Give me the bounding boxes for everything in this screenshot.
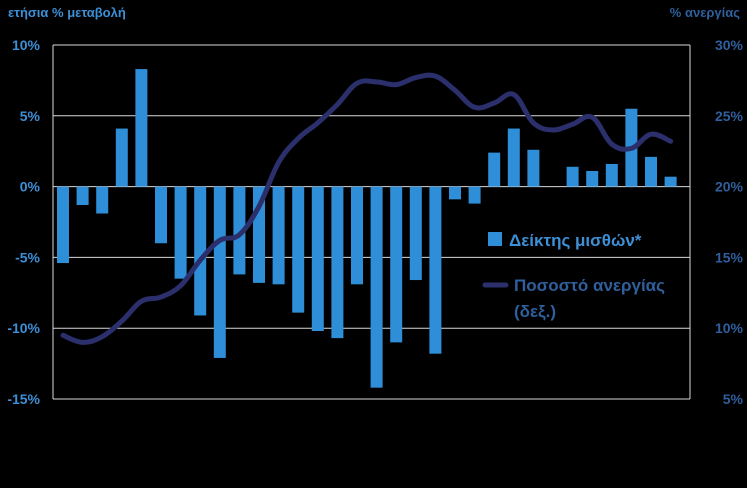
bar <box>429 186 442 354</box>
bar <box>605 163 618 187</box>
legend-line-label: Ποσοστό ανεργίας <box>514 276 665 295</box>
bar <box>76 186 89 206</box>
bar <box>233 186 246 275</box>
left-tick-label: -15% <box>7 391 40 407</box>
bar <box>213 186 226 358</box>
bar <box>57 186 69 264</box>
bar <box>527 149 540 187</box>
legend-line-label-2: (δεξ.) <box>514 302 556 321</box>
bar <box>351 186 363 285</box>
bar <box>586 171 599 187</box>
bar <box>155 186 167 244</box>
wage-index-bars <box>57 69 677 388</box>
left-tick-label: 0% <box>20 179 41 195</box>
bar <box>331 186 344 339</box>
bar <box>96 186 109 214</box>
left-tick-label: -5% <box>15 249 40 265</box>
left-tick-label: 10% <box>12 37 41 53</box>
right-axis-title: % ανεργίας <box>669 5 740 20</box>
bar <box>507 128 520 187</box>
unemployment-line-path <box>60 72 674 345</box>
bar <box>488 152 501 187</box>
right-tick-label: 30% <box>715 37 744 53</box>
left-tick-label: 5% <box>20 108 41 124</box>
bar <box>664 176 677 187</box>
bar <box>390 186 403 343</box>
bar <box>194 186 207 316</box>
bar <box>566 166 579 187</box>
right-tick-label: 10% <box>715 320 744 336</box>
legend-bar-label: Δείκτης μισθών* <box>509 231 642 250</box>
left-axis-title: ετήσια % μεταβολή <box>8 5 126 20</box>
bar <box>311 186 324 332</box>
tick-labels: 10% 5% 0% -5% -10% -15% 30% 25% 20% 15% 10% 5% <box>7 37 743 407</box>
bar <box>449 186 461 200</box>
bar <box>115 128 128 187</box>
bar <box>409 186 422 281</box>
unemployment-line <box>60 72 674 345</box>
bar <box>272 186 285 285</box>
right-tick-label: 25% <box>715 108 744 124</box>
bar <box>370 186 383 388</box>
legend: Δείκτης μισθών* Ποσοστό ανεργίας (δεξ.) <box>482 231 665 321</box>
bar <box>135 69 148 187</box>
left-tick-label: -10% <box>7 320 40 336</box>
legend-bar-swatch <box>488 232 502 246</box>
right-tick-label: 15% <box>715 249 744 265</box>
bar <box>292 186 305 313</box>
right-tick-label: 20% <box>715 179 744 195</box>
bar <box>645 156 657 187</box>
bar <box>174 186 187 279</box>
right-tick-label: 5% <box>723 391 744 407</box>
bar <box>468 186 481 204</box>
